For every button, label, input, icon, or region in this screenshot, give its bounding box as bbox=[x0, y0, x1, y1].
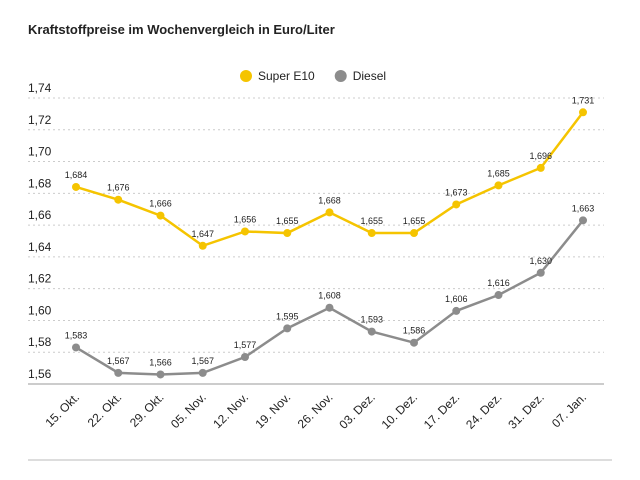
x-tick-label: 24. Dez. bbox=[463, 390, 505, 432]
legend-label: Super E10 bbox=[258, 69, 315, 83]
x-tick-label: 12. Nov. bbox=[210, 390, 251, 431]
y-tick-label: 1,74 bbox=[28, 81, 52, 95]
point bbox=[114, 368, 123, 377]
x-tick-label: 19. Nov. bbox=[252, 390, 293, 431]
value-label: 1,647 bbox=[191, 229, 214, 239]
value-label: 1,668 bbox=[318, 195, 341, 205]
x-tick-label: 29. Okt. bbox=[127, 390, 167, 430]
value-label: 1,655 bbox=[360, 216, 383, 226]
value-label: 1,656 bbox=[234, 214, 257, 224]
point bbox=[494, 291, 503, 300]
x-tick-label: 05. Nov. bbox=[168, 390, 209, 431]
value-label: 1,567 bbox=[107, 356, 130, 366]
y-tick-label: 1,66 bbox=[28, 208, 52, 222]
y-tick-label: 1,72 bbox=[28, 113, 52, 127]
legend-label: Diesel bbox=[353, 69, 386, 83]
y-tick-label: 1,56 bbox=[28, 367, 52, 381]
point bbox=[452, 200, 461, 209]
y-tick-label: 1,62 bbox=[28, 272, 52, 286]
point bbox=[156, 370, 165, 379]
point bbox=[241, 352, 249, 361]
point bbox=[72, 182, 80, 191]
point bbox=[410, 338, 418, 347]
value-label: 1,577 bbox=[234, 340, 257, 350]
x-tick-label: 15. Okt. bbox=[43, 390, 83, 430]
value-label: 1,685 bbox=[487, 168, 510, 178]
x-tick-label: 03. Dez. bbox=[336, 390, 378, 432]
point bbox=[367, 327, 376, 336]
point bbox=[536, 268, 545, 277]
value-label: 1,655 bbox=[276, 216, 299, 226]
value-label: 1,566 bbox=[149, 357, 172, 367]
x-tick-label: 17. Dez. bbox=[421, 390, 463, 432]
point bbox=[494, 181, 503, 190]
point bbox=[325, 303, 334, 312]
point bbox=[367, 229, 376, 238]
point bbox=[198, 241, 207, 250]
y-tick-label: 1,64 bbox=[28, 240, 52, 254]
value-label: 1,673 bbox=[445, 187, 468, 197]
y-tick-label: 1,70 bbox=[28, 145, 52, 159]
value-label: 1,583 bbox=[65, 330, 88, 340]
x-tick-label: 07. Jan. bbox=[549, 390, 589, 430]
value-label: 1,630 bbox=[529, 256, 552, 266]
y-tick-label: 1,58 bbox=[28, 335, 52, 349]
point bbox=[579, 108, 587, 117]
series-line bbox=[75, 111, 584, 248]
point bbox=[72, 343, 80, 352]
point bbox=[536, 163, 545, 172]
point bbox=[283, 229, 292, 238]
point bbox=[283, 324, 292, 333]
x-tick-label: 22. Okt. bbox=[85, 390, 125, 430]
point bbox=[241, 227, 249, 236]
value-label: 1,608 bbox=[318, 291, 341, 301]
point bbox=[198, 368, 207, 377]
value-label: 1,595 bbox=[276, 311, 299, 321]
y-tick-label: 1,60 bbox=[28, 303, 52, 317]
value-label: 1,655 bbox=[403, 216, 426, 226]
y-tick-label: 1,68 bbox=[28, 176, 52, 190]
value-label: 1,731 bbox=[572, 95, 595, 105]
value-label: 1,606 bbox=[445, 294, 468, 304]
value-label: 1,663 bbox=[572, 203, 595, 213]
legend-marker bbox=[334, 70, 347, 82]
value-label: 1,586 bbox=[403, 326, 426, 336]
point bbox=[114, 195, 123, 204]
value-label: 1,616 bbox=[487, 278, 510, 288]
value-label: 1,666 bbox=[149, 199, 172, 209]
x-tick-label: 31. Dez. bbox=[505, 390, 547, 432]
value-label: 1,696 bbox=[529, 151, 552, 161]
point bbox=[325, 208, 334, 217]
point bbox=[156, 211, 165, 220]
x-tick-label: 26. Nov. bbox=[295, 390, 336, 431]
point bbox=[410, 229, 418, 238]
chart-title: Kraftstoffpreise im Wochenvergleich in E… bbox=[28, 22, 335, 37]
value-label: 1,676 bbox=[107, 183, 130, 193]
value-label: 1,567 bbox=[191, 356, 214, 366]
point bbox=[579, 216, 587, 225]
point bbox=[452, 306, 461, 315]
value-label: 1,684 bbox=[65, 170, 88, 180]
x-tick-label: 10. Dez. bbox=[379, 390, 421, 432]
value-label: 1,593 bbox=[360, 315, 383, 325]
legend-marker bbox=[240, 70, 252, 82]
